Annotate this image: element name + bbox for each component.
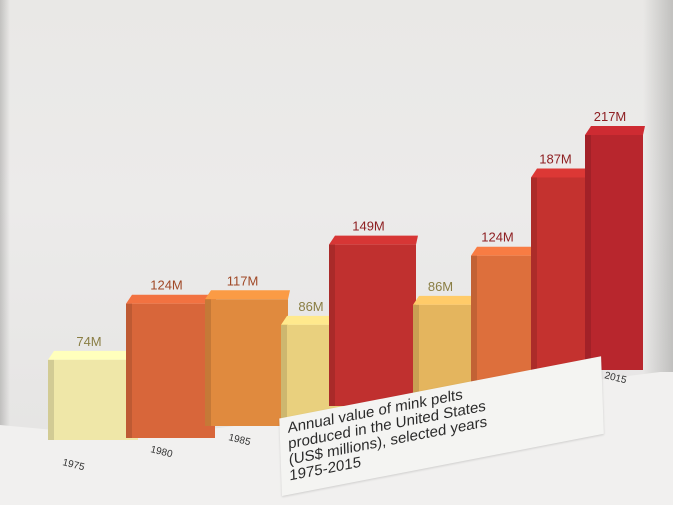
bar-2015 (585, 135, 643, 370)
value-labels-group: 74M 124M 117M 86M 149M 86M 124M 187M 217M (76, 109, 626, 349)
bar-shade-1995 (329, 244, 335, 406)
bar-shade-1975 (48, 359, 54, 440)
bar-top-1995 (329, 235, 418, 245)
bar-top-2000 (413, 295, 478, 305)
bar-shade-1980 (126, 303, 132, 438)
bar-2010 (531, 177, 588, 380)
left-shadow (0, 0, 10, 505)
bar-1995 (329, 244, 416, 406)
bar-shade-1990 (281, 324, 287, 418)
bar-top-2015 (585, 126, 645, 135)
value-label-1980: 124M (150, 278, 183, 293)
bar-1980 (126, 303, 215, 438)
tick-label-1980: 1980 (149, 444, 174, 460)
value-label-2010: 187M (539, 151, 572, 166)
bar-1985 (205, 299, 288, 426)
bar-top-1985 (205, 290, 290, 300)
tick-label-2015: 2015 (603, 370, 628, 386)
value-label-2015: 217M (594, 109, 627, 124)
tick-label-1975: 1975 (61, 457, 86, 473)
bar-shade-2000 (413, 304, 419, 398)
bar-2005 (471, 255, 532, 390)
bar-top-2010 (531, 168, 590, 178)
value-label-2000: 86M (428, 279, 453, 294)
value-label-1985: 117M (227, 273, 259, 288)
bars-group (48, 126, 645, 440)
bar-shade-2015 (585, 135, 591, 370)
value-label-1990: 86M (298, 299, 323, 314)
bar-top-1975 (48, 350, 140, 360)
bar-top-2005 (471, 246, 534, 256)
bar-shade-2005 (471, 255, 477, 390)
bar-top-1980 (126, 294, 217, 304)
bar-shade-2010 (531, 177, 537, 380)
bar-shade-1985 (205, 299, 211, 426)
value-label-1975: 74M (76, 334, 101, 349)
value-label-2005: 124M (481, 230, 514, 245)
bar-1975 (48, 359, 138, 440)
value-label-1995: 149M (352, 219, 385, 234)
tick-label-1985: 1985 (227, 432, 252, 448)
